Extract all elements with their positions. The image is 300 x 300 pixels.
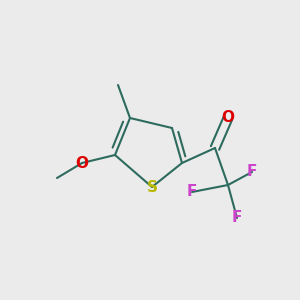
Text: O: O	[221, 110, 235, 125]
Text: F: F	[247, 164, 257, 179]
Text: S: S	[146, 179, 158, 194]
Text: O: O	[76, 155, 88, 170]
Text: F: F	[187, 184, 197, 200]
Text: F: F	[232, 211, 242, 226]
